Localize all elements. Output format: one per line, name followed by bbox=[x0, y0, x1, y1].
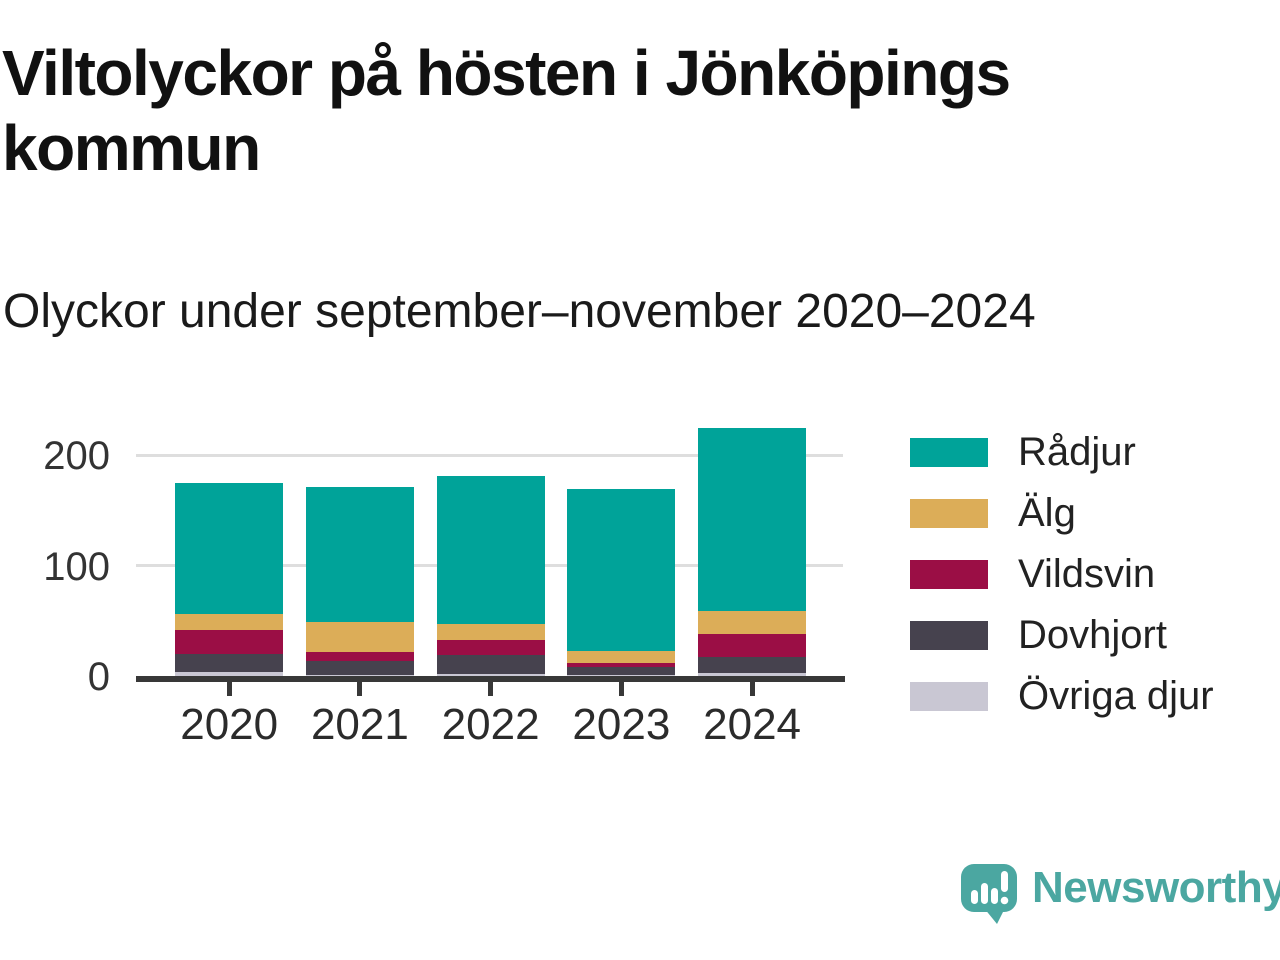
legend-label-Vildsvin: Vildsvin bbox=[1018, 552, 1156, 596]
bar-segment-2021-Vildsvin bbox=[305, 651, 414, 661]
x-tick-2021 bbox=[357, 682, 363, 696]
bar-segment-2021-Älg bbox=[305, 622, 414, 652]
newsworthy-logo-icon bbox=[961, 864, 1017, 924]
bar-segment-2023-Rådjur bbox=[567, 488, 676, 651]
bar-2020 bbox=[175, 483, 284, 676]
legend-swatch-Älg bbox=[910, 499, 988, 528]
bar-2024 bbox=[698, 427, 807, 676]
x-tick-label-2020: 2020 bbox=[180, 700, 279, 749]
legend-item-Älg: Älg bbox=[910, 483, 1214, 544]
bar-segment-2024-Övriga djur bbox=[698, 672, 807, 676]
bar-segment-2024-Älg bbox=[698, 610, 807, 635]
x-tick-2024 bbox=[749, 682, 755, 696]
x-tick-2022 bbox=[488, 682, 494, 696]
y-tick-label-0: 0 bbox=[87, 655, 110, 699]
x-tick-label-2023: 2023 bbox=[572, 700, 671, 749]
bar-segment-2022-Dovhjort bbox=[436, 655, 545, 674]
bar-segment-2024-Rådjur bbox=[698, 427, 807, 611]
legend-swatch-Rådjur bbox=[910, 438, 988, 467]
bar-segment-2020-Dovhjort bbox=[175, 653, 284, 672]
legend-item-Övriga djur: Övriga djur bbox=[910, 666, 1214, 727]
x-tick-label-2022: 2022 bbox=[441, 700, 540, 749]
y-tick-label-200: 200 bbox=[43, 434, 110, 479]
legend-item-Vildsvin: Vildsvin bbox=[910, 544, 1214, 605]
bar-segment-2021-Rådjur bbox=[305, 487, 414, 622]
x-axis-line bbox=[136, 676, 845, 682]
legend-item-Dovhjort: Dovhjort bbox=[910, 605, 1214, 666]
bar-segment-2023-Dovhjort bbox=[567, 667, 676, 675]
chart-title: Viltolyckor på hösten i Jönköpings kommu… bbox=[2, 37, 1011, 184]
bar-segment-2023-Älg bbox=[567, 650, 676, 663]
legend-label-Rådjur: Rådjur bbox=[1018, 430, 1136, 474]
bar-segment-2023-Övriga djur bbox=[567, 674, 676, 676]
legend-swatch-Vildsvin bbox=[910, 560, 988, 589]
legend: Rådjur Älg Vildsvin Dovhjort Övriga djur bbox=[910, 422, 1214, 727]
legend-swatch-Övriga djur bbox=[910, 682, 988, 711]
bar-segment-2022-Övriga djur bbox=[436, 673, 545, 676]
bar-segment-2020-Vildsvin bbox=[175, 629, 284, 654]
bar-segment-2024-Vildsvin bbox=[698, 634, 807, 658]
legend-label-Övriga djur: Övriga djur bbox=[1018, 674, 1214, 718]
bar-segment-2022-Rådjur bbox=[436, 476, 545, 625]
bar-segment-2021-Övriga djur bbox=[305, 674, 414, 676]
legend-item-Rådjur: Rådjur bbox=[910, 422, 1214, 483]
bar-segment-2024-Dovhjort bbox=[698, 657, 807, 673]
chart-subtitle: Olyckor under september–november 2020–20… bbox=[3, 285, 1036, 338]
legend-label-Dovhjort: Dovhjort bbox=[1018, 613, 1167, 657]
bar-segment-2023-Vildsvin bbox=[567, 662, 676, 668]
legend-label-Älg: Älg bbox=[1018, 491, 1076, 535]
bar-2022 bbox=[436, 476, 545, 676]
bar-segment-2021-Dovhjort bbox=[305, 660, 414, 675]
newsworthy-logo-text: Newsworthy bbox=[1032, 863, 1280, 912]
bar-segment-2020-Övriga djur bbox=[175, 671, 284, 676]
y-gridline-200 bbox=[136, 453, 843, 457]
bar-segment-2020-Rådjur bbox=[175, 483, 284, 615]
legend-swatch-Dovhjort bbox=[910, 621, 988, 650]
bar-segment-2020-Älg bbox=[175, 614, 284, 630]
newsworthy-branding: Newsworthy bbox=[960, 862, 1280, 926]
bar-segment-2022-Älg bbox=[436, 624, 545, 640]
y-tick-label-100: 100 bbox=[43, 544, 110, 589]
x-tick-2023 bbox=[618, 682, 624, 696]
plot-area bbox=[136, 400, 843, 676]
x-tick-label-2024: 2024 bbox=[703, 700, 802, 749]
bar-2023 bbox=[567, 488, 676, 676]
x-tick-2020 bbox=[226, 682, 232, 696]
x-tick-label-2021: 2021 bbox=[310, 700, 409, 749]
bar-segment-2022-Vildsvin bbox=[436, 639, 545, 656]
bar-2021 bbox=[305, 487, 414, 676]
